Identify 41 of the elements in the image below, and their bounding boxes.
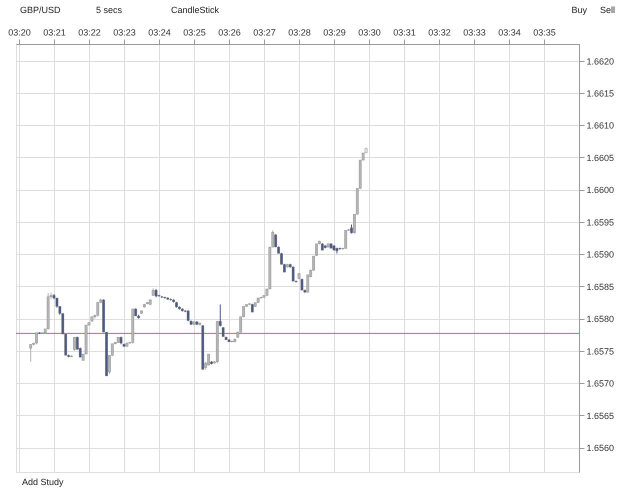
candlestick: [29, 344, 32, 362]
x-tick-label: 03:35: [533, 28, 556, 38]
x-tick-label: 03:26: [218, 28, 241, 38]
y-tick-label: 1.6605: [586, 152, 614, 163]
text: Sell: [600, 5, 615, 15]
x-tick-label: 03:33: [463, 28, 486, 38]
y-tick-label: 1.6595: [586, 217, 614, 228]
candlestick: [35, 332, 38, 345]
x-tick-label: 03:22: [78, 28, 101, 38]
x-tick-label: 03:34: [498, 28, 521, 38]
y-tick-label: 1.6560: [586, 443, 614, 454]
x-tick-label: 03:30: [358, 28, 381, 38]
y-tick-label: 1.6600: [586, 185, 614, 196]
y-tick-label: 1.6570: [586, 378, 614, 389]
x-tick-label: 03:32: [428, 28, 451, 38]
text: CandleStick: [171, 5, 220, 15]
y-tick-label: 1.6620: [586, 56, 614, 66]
y-tick-label: 1.6585: [586, 282, 614, 292]
candlestick: [73, 336, 76, 352]
y-tick-label: 1.6565: [586, 410, 614, 421]
x-tick-label: 03:31: [393, 28, 416, 38]
chart-title: GBP/USD: [20, 5, 62, 15]
x-tick-label: 03:23: [113, 28, 136, 38]
x-tick-label: 03:28: [288, 28, 311, 38]
x-tick-label: 03:29: [323, 28, 346, 38]
candlestick: [292, 266, 295, 282]
y-tick-label: 1.6575: [586, 346, 614, 356]
x-tick-label: 03:21: [43, 28, 66, 38]
candlestick: [344, 230, 348, 250]
x-tick-label: 03:24: [148, 28, 171, 38]
x-tick-label: 03:20: [8, 28, 31, 38]
y-tick-label: 1.6610: [586, 120, 614, 131]
y-tick-label: 1.6580: [586, 314, 614, 324]
candlestick: [96, 301, 100, 318]
text: Buy: [571, 5, 588, 15]
text: 5 secs: [96, 5, 123, 15]
text: Add Study: [22, 477, 64, 487]
y-tick-label: 1.6590: [586, 250, 614, 260]
x-tick-label: 03:27: [253, 28, 276, 38]
y-tick-label: 1.6615: [586, 88, 614, 98]
x-tick-label: 03:25: [183, 28, 206, 38]
